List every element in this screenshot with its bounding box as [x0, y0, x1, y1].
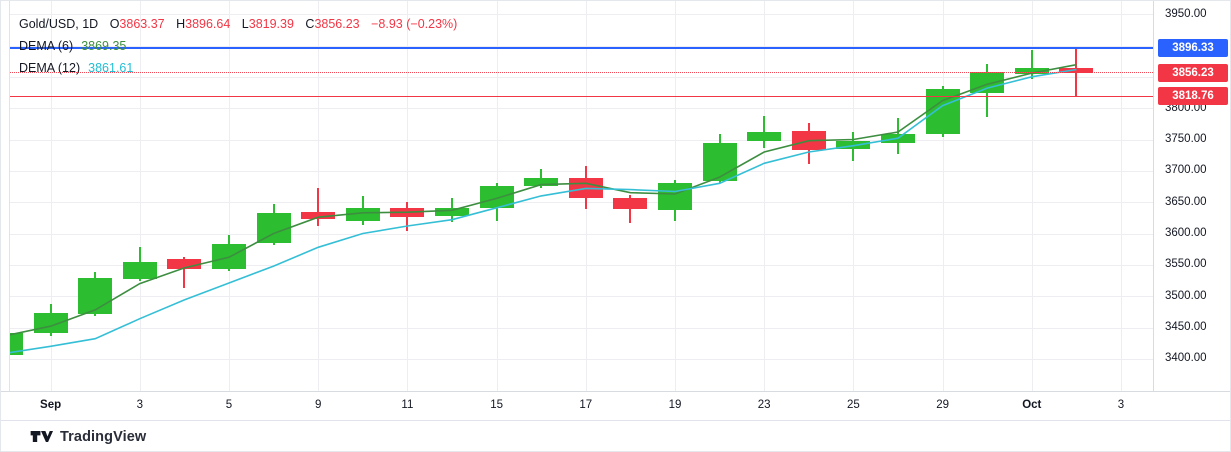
- gridline-vertical: [853, 1, 855, 391]
- indicator-label: DEMA (12): [19, 61, 81, 75]
- low-value: 3819.39: [248, 17, 294, 31]
- dema-line-12: [9, 68, 1077, 354]
- candle-body[interactable]: [836, 140, 871, 149]
- chart-legend: Gold/USD, 1D O3863.37 H3896.64 L3819.39 …: [19, 13, 457, 79]
- candle-body[interactable]: [256, 212, 291, 244]
- candle-body[interactable]: [479, 185, 514, 208]
- open-value: 3863.37: [119, 17, 165, 31]
- candle-wick: [317, 187, 320, 226]
- candle-body[interactable]: [791, 131, 826, 151]
- candle-body[interactable]: [658, 182, 692, 211]
- price-tick-label: 3450.00: [1165, 321, 1207, 333]
- price-tick-label: 3650.00: [1165, 195, 1207, 208]
- candle-body[interactable]: [33, 313, 68, 334]
- gridline-vertical: [1121, 1, 1122, 391]
- gridline-horizontal: [9, 358, 1153, 360]
- price-level-line: [9, 72, 1153, 74]
- time-axis[interactable]: Sep 3 5 9 11 15 17 19 23 25 29 Oct 3: [1, 391, 1230, 421]
- price-tick-label: 3750.00: [1165, 133, 1207, 145]
- tradingview-logo[interactable]: TradingView: [29, 428, 146, 445]
- gridline-horizontal: [9, 296, 1153, 298]
- price-tick-label: 3550.00: [1165, 258, 1207, 271]
- price-level-line: [9, 46, 1153, 49]
- time-tick-label: 19: [668, 399, 682, 411]
- time-tick-label: 17: [579, 399, 593, 411]
- high-label: H: [176, 17, 186, 31]
- time-tick-label: 3: [1117, 399, 1125, 411]
- price-level-label: 3818.76: [1158, 87, 1228, 106]
- indicator-value: 3861.61: [88, 61, 134, 75]
- candle-wick: [1030, 49, 1033, 80]
- candle-body[interactable]: [167, 259, 202, 270]
- time-tick-label: 5: [225, 399, 233, 411]
- price-tick-label: 3400.00: [1165, 352, 1207, 365]
- gridline-vertical: [942, 1, 944, 391]
- candle-body[interactable]: [435, 207, 469, 216]
- candle-body[interactable]: [568, 177, 603, 198]
- change-value: −8.93 (−0.23%): [371, 17, 458, 31]
- price-axis[interactable]: 3950.00 3800.00 3750.00 3700.00 3650.00 3600.…: [1153, 1, 1230, 391]
- tradingview-logo-icon: [30, 431, 53, 442]
- gridline-horizontal: [9, 202, 1153, 204]
- candle-body[interactable]: [970, 71, 1005, 94]
- candle-body[interactable]: [747, 132, 782, 142]
- chart-pane[interactable]: [9, 1, 1153, 391]
- gridline-horizontal: [9, 327, 1153, 329]
- tradingview-logo-text: TradingView: [60, 428, 147, 445]
- indicator-value: 3869.35: [81, 39, 127, 53]
- price-tick-label: 3500.00: [1165, 289, 1207, 302]
- price-level-label: 3896.33: [1158, 38, 1228, 57]
- high-value: 3896.64: [185, 17, 231, 31]
- price-tick-label: 3600.00: [1165, 227, 1207, 239]
- candle-body[interactable]: [78, 278, 113, 315]
- dema-line-6: [9, 63, 1077, 336]
- price-level-line: [9, 95, 1153, 97]
- low-label: L: [241, 17, 249, 31]
- gridline-horizontal: [9, 170, 1153, 172]
- time-tick-label: Oct: [1022, 399, 1042, 411]
- pane-left-border: [9, 1, 10, 421]
- time-tick-label: 3: [136, 399, 143, 411]
- symbol-row[interactable]: Gold/USD, 1D O3863.37 H3896.64 L3819.39 …: [19, 13, 457, 35]
- close-label: C: [305, 17, 315, 31]
- time-tick-label: 29: [936, 399, 949, 411]
- candle-body[interactable]: [122, 262, 157, 280]
- price-tick-label: 3950.00: [1165, 7, 1207, 20]
- time-tick-label: 15: [490, 399, 503, 411]
- gridline-horizontal: [9, 14, 1153, 16]
- gridline-horizontal: [9, 108, 1153, 110]
- time-tick-label: 23: [757, 399, 771, 411]
- indicator-label: DEMA (6): [19, 39, 74, 53]
- gridline-horizontal: [9, 233, 1153, 235]
- candle-body[interactable]: [390, 207, 425, 218]
- time-tick-label: 9: [314, 399, 322, 411]
- candle-body[interactable]: [301, 211, 336, 219]
- candle-body[interactable]: [702, 143, 737, 181]
- time-tick-label: 11: [401, 399, 414, 411]
- candle-body[interactable]: [524, 177, 559, 186]
- indicator-row[interactable]: DEMA (6) 3869.35: [19, 35, 457, 57]
- gridline-horizontal: [9, 45, 1153, 47]
- indicator-row[interactable]: DEMA (12) 3861.61: [19, 57, 457, 79]
- time-tick-label: Sep: [40, 399, 62, 411]
- gridline-vertical: [764, 1, 766, 391]
- candle-body[interactable]: [613, 197, 648, 210]
- candle-body[interactable]: [212, 244, 246, 270]
- candle-body[interactable]: [881, 133, 915, 143]
- price-tick-label: 3700.00: [1165, 164, 1207, 177]
- footer-bar: TradingView: [1, 422, 1230, 451]
- price-level-label: 3856.23: [1158, 63, 1228, 82]
- symbol-title: Gold/USD, 1D: [19, 17, 99, 31]
- open-label: O: [109, 17, 120, 31]
- candle-body[interactable]: [345, 208, 380, 221]
- time-tick-label: 25: [846, 399, 860, 411]
- candle-body[interactable]: [9, 333, 23, 355]
- gridline-horizontal: [9, 139, 1153, 141]
- close-value: 3856.23: [314, 17, 360, 31]
